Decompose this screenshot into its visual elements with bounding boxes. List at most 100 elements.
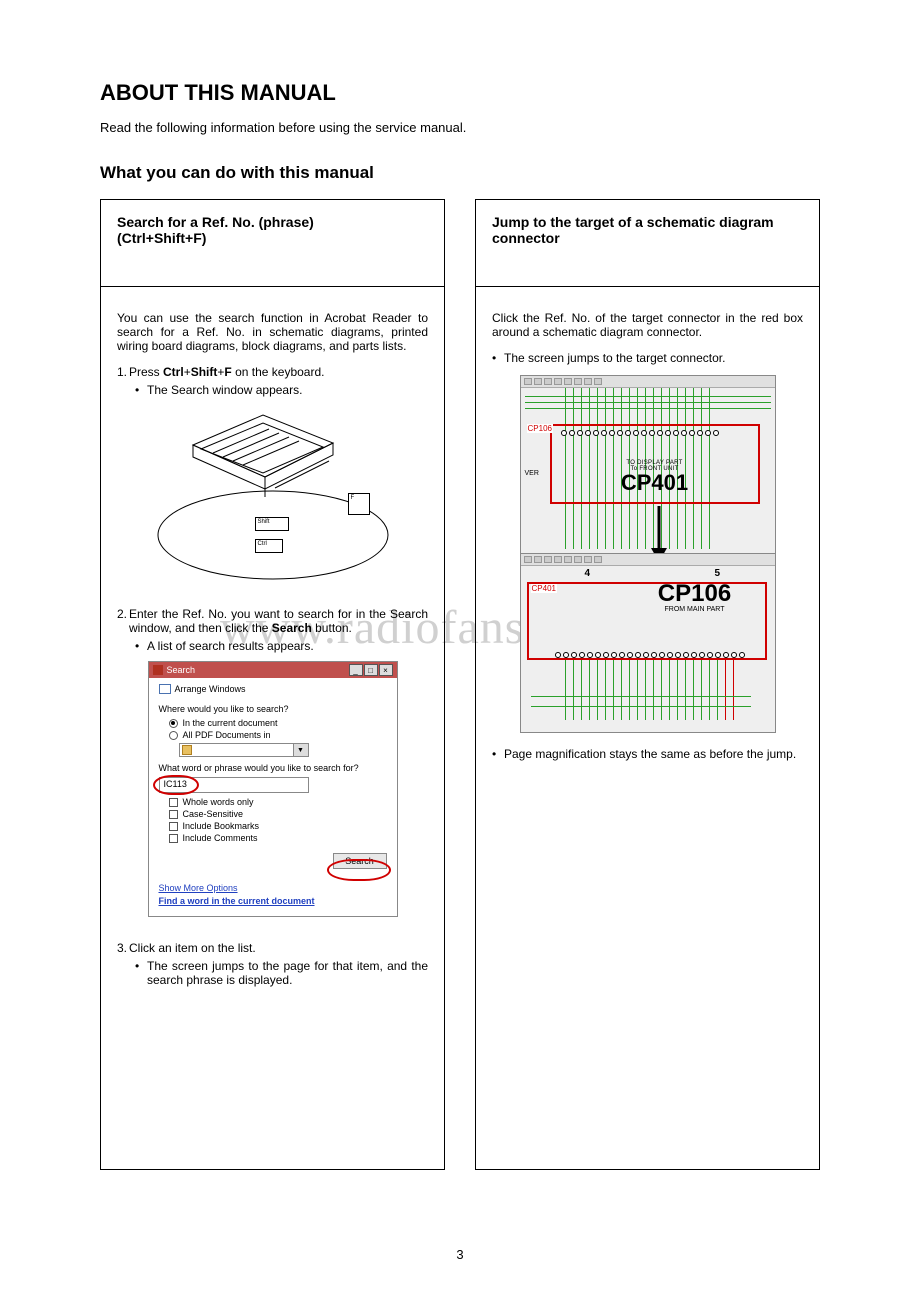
right-bullet-2-text: Page magnification stays the same as bef…	[504, 747, 803, 761]
search-input[interactable]: IC113	[159, 777, 309, 793]
right-panel: Jump to the target of a schematic diagra…	[475, 199, 820, 1170]
check-bookmarks-label: Include Bookmarks	[183, 821, 260, 831]
app-toolbar	[521, 554, 775, 566]
check-comments-label: Include Comments	[183, 833, 258, 843]
check-whole-words-label: Whole words only	[183, 797, 254, 807]
two-column-layout: Search for a Ref. No. (phrase) (Ctrl+Shi…	[100, 199, 820, 1170]
step-3-bullet: • The screen jumps to the page for that …	[135, 959, 428, 987]
key-f-icon: F	[348, 493, 370, 515]
step-3-text: Click an item on the list.	[129, 941, 428, 955]
schematic-bottom-view: 4 5 CP401 CP106 FROM MAIN PART	[521, 554, 775, 732]
bullet-dot-icon: •	[492, 351, 504, 365]
bullet-dot-icon: •	[135, 383, 147, 397]
step1-post: on the keyboard.	[232, 365, 325, 379]
step-2: 2. Enter the Ref. No. you want to search…	[117, 607, 428, 635]
step-1-text: Press Ctrl+Shift+F on the keyboard.	[129, 365, 428, 379]
check-comments[interactable]: Include Comments	[169, 833, 387, 843]
connector-pins	[555, 652, 745, 658]
folder-icon	[182, 745, 192, 755]
radio-all-pdf-label: All PDF Documents in	[183, 730, 271, 740]
cp106-target: CP106 FROM MAIN PART	[625, 582, 765, 613]
step-2-bullet-text: A list of search results appears.	[147, 639, 428, 653]
ruler-4: 4	[585, 568, 591, 579]
close-button[interactable]: ×	[379, 664, 393, 676]
check-case-sensitive[interactable]: Case-Sensitive	[169, 809, 387, 819]
step-1: 1. Press Ctrl+Shift+F on the keyboard.	[117, 365, 428, 379]
find-word-link[interactable]: Find a word in the current document	[159, 896, 387, 906]
left-panel-heading: Search for a Ref. No. (phrase) (Ctrl+Shi…	[101, 200, 444, 287]
from-main-part-label: FROM MAIN PART	[625, 606, 765, 613]
page-title: ABOUT THIS MANUAL	[100, 80, 820, 106]
left-heading-line1: Search for a Ref. No. (phrase)	[117, 214, 428, 230]
checkbox-icon	[169, 822, 178, 831]
right-panel-heading: Jump to the target of a schematic diagra…	[476, 200, 819, 287]
checkbox-icon	[169, 798, 178, 807]
folder-dropdown[interactable]	[179, 743, 309, 757]
right-bullet-1: • The screen jumps to the target connect…	[492, 351, 803, 365]
intro-text: Read the following information before us…	[100, 120, 820, 135]
check-bookmarks[interactable]: Include Bookmarks	[169, 821, 387, 831]
checkbox-icon	[169, 834, 178, 843]
connector-pins	[561, 430, 719, 436]
right-panel-body: Click the Ref. No. of the target connect…	[476, 287, 819, 1169]
left-panel: Search for a Ref. No. (phrase) (Ctrl+Shi…	[100, 199, 445, 1170]
right-bullet-1-text: The screen jumps to the target connector…	[504, 351, 803, 365]
step1-plus1: +	[184, 365, 191, 379]
question-where: Where would you like to search?	[159, 704, 387, 714]
show-more-options-link[interactable]: Show More Options	[159, 883, 387, 893]
section-subtitle: What you can do with this manual	[100, 163, 820, 183]
cp106-label: CP106	[527, 424, 553, 433]
cp401-big-label: CP401	[595, 472, 715, 494]
step1-key-shift: Shift	[191, 365, 218, 379]
right-heading-line1: Jump to the target of a schematic diagra…	[492, 214, 803, 230]
left-heading-line2: (Ctrl+Shift+F)	[117, 230, 428, 246]
step2-bold: Search	[272, 621, 312, 635]
radio-icon	[169, 719, 178, 728]
bullet-dot-icon: •	[135, 959, 147, 987]
left-para-1: You can use the search function in Acrob…	[117, 311, 428, 353]
right-para-1: Click the Ref. No. of the target connect…	[492, 311, 803, 339]
search-button[interactable]: Search	[333, 853, 387, 869]
arrange-windows-link[interactable]: Arrange Windows	[159, 684, 387, 694]
dialog-title: Search	[167, 665, 196, 675]
radio-all-pdf[interactable]: All PDF Documents in	[169, 730, 387, 740]
cp401-label: CP401	[531, 584, 557, 593]
search-dialog: Search _ □ × Arrange Windows Where would…	[148, 661, 398, 917]
radio-current-doc[interactable]: In the current document	[169, 718, 387, 728]
schematic-wires: 4 5 CP401 CP106 FROM MAIN PART	[525, 566, 771, 728]
app-toolbar	[521, 376, 775, 388]
dialog-body: Arrange Windows Where would you like to …	[149, 678, 397, 916]
bullet-dot-icon: •	[135, 639, 147, 653]
schematic-figure: CP106 VER TO DISPLAY PART To FRONT UNIT …	[520, 375, 776, 733]
step-2-number: 2.	[117, 607, 129, 635]
key-ctrl-icon: Ctrl	[255, 539, 283, 553]
minimize-button[interactable]: _	[349, 664, 363, 676]
radio-icon	[169, 731, 178, 740]
step-1-bullet-text: The Search window appears.	[147, 383, 428, 397]
checkbox-icon	[169, 810, 178, 819]
maximize-button[interactable]: □	[364, 664, 378, 676]
step1-key-f: F	[224, 365, 231, 379]
adobe-icon	[153, 665, 163, 675]
right-bullet-2: • Page magnification stays the same as b…	[492, 747, 803, 761]
arrow-down-icon	[649, 506, 669, 554]
right-heading-line2: connector	[492, 230, 803, 246]
step1-pre: Press	[129, 365, 163, 379]
step2-post: button.	[312, 621, 352, 635]
page-number: 3	[0, 1247, 920, 1262]
dialog-titlebar: Search _ □ ×	[149, 662, 397, 678]
question-phrase: What word or phrase would you like to se…	[159, 763, 387, 773]
step-1-number: 1.	[117, 365, 129, 379]
check-whole-words[interactable]: Whole words only	[169, 797, 387, 807]
step-3-number: 3.	[117, 941, 129, 955]
laptop-illustration: F Shift Ctrl	[143, 405, 403, 585]
cp106-big-label: CP106	[625, 582, 765, 606]
check-case-sensitive-label: Case-Sensitive	[183, 809, 244, 819]
step-2-bullet: • A list of search results appears.	[135, 639, 428, 653]
schematic-top-view: CP106 VER TO DISPLAY PART To FRONT UNIT …	[521, 376, 775, 554]
ver-label: VER	[525, 470, 539, 477]
step-1-bullet: • The Search window appears.	[135, 383, 428, 397]
bullet-dot-icon: •	[492, 747, 504, 761]
left-panel-body: You can use the search function in Acrob…	[101, 287, 444, 1169]
radio-current-doc-label: In the current document	[183, 718, 278, 728]
